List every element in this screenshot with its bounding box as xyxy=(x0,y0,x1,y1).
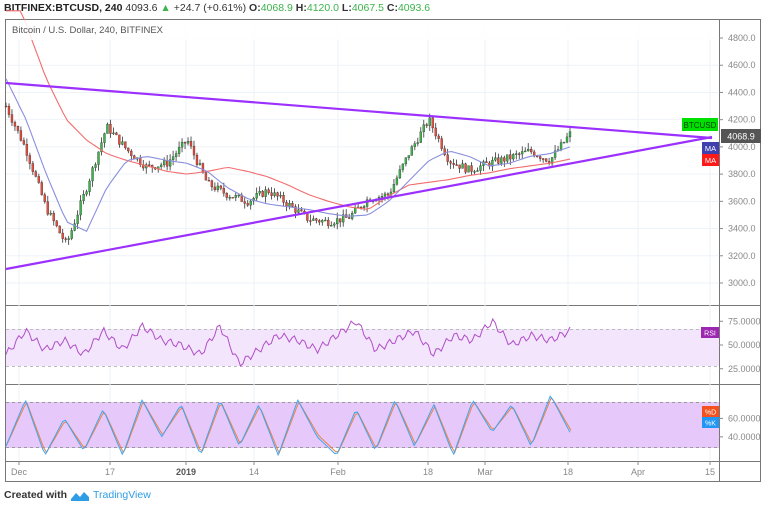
svg-text:25.0000: 25.0000 xyxy=(728,364,761,374)
svg-text:50.0000: 50.0000 xyxy=(728,340,761,350)
svg-text:3600.0: 3600.0 xyxy=(728,196,756,206)
high-value: 4120.0 xyxy=(306,2,339,14)
btcusd-badge: BTCUSD xyxy=(682,118,718,131)
svg-text:60.0000: 60.0000 xyxy=(728,413,761,423)
svg-text:3000.0: 3000.0 xyxy=(728,278,756,288)
gridlines xyxy=(6,20,719,460)
svg-text:17: 17 xyxy=(105,467,115,477)
ma-slow-badge-label: MA xyxy=(705,156,716,165)
close-value: 4093.6 xyxy=(397,2,431,14)
svg-text:4200.0: 4200.0 xyxy=(728,115,756,125)
stoch-k-line xyxy=(5,395,571,457)
up-arrow-icon: ▲ xyxy=(160,2,171,14)
last-price-label: 4068.9 xyxy=(727,132,755,142)
open-label: O: xyxy=(249,2,261,14)
svg-text:4000.0: 4000.0 xyxy=(728,142,756,152)
legend-title: Bitcoin / U.S. Dollar, 240, BITFINEX xyxy=(12,25,164,36)
stoch-k-badge-label: %K xyxy=(705,421,716,428)
svg-text:18: 18 xyxy=(563,467,573,477)
chart-frame xyxy=(5,19,761,482)
btcusd-badge-label: BTCUSD xyxy=(684,121,717,130)
svg-text:4600.0: 4600.0 xyxy=(728,60,756,70)
svg-text:18: 18 xyxy=(423,467,433,477)
symbol-header: BITFINEX:BTCUSD, 240 4093.6 ▲ +24.7 (+0.… xyxy=(4,2,430,14)
svg-text:Dec: Dec xyxy=(11,467,28,477)
legend-bg xyxy=(6,20,719,40)
time-axis[interactable]: Dec 17 2019 14 Feb 18 Mar 18 Apr 15 xyxy=(11,461,715,477)
svg-text:Mar: Mar xyxy=(477,467,493,477)
footer: Created with TradingView xyxy=(4,489,151,501)
support-trendline[interactable] xyxy=(5,135,713,271)
ma-fast-badge-label: MA xyxy=(705,144,716,153)
rsi-line xyxy=(5,317,571,367)
resistance-trendline[interactable] xyxy=(5,81,713,140)
rsi-band xyxy=(6,329,719,366)
svg-text:14: 14 xyxy=(249,467,259,477)
svg-text:40.0000: 40.0000 xyxy=(728,432,761,442)
svg-text:3800.0: 3800.0 xyxy=(728,169,756,179)
tradingview-link[interactable]: TradingView xyxy=(93,489,151,501)
price-axis[interactable]: 3000.0 3200.0 3400.0 3600.0 3800.0 4000.0 4200… xyxy=(719,33,756,288)
price-change: +24.7 (+0.61%) xyxy=(173,2,247,14)
open-value: 4068.9 xyxy=(260,2,293,14)
ma-fast-line xyxy=(5,78,571,233)
symbol-label: BITFINEX:BTCUSD, 240 xyxy=(4,2,123,14)
low-value: 4067.5 xyxy=(351,2,384,14)
svg-text:4400.0: 4400.0 xyxy=(728,87,756,97)
rsi-badge: RSI xyxy=(701,327,719,338)
svg-text:Feb: Feb xyxy=(330,467,346,477)
stoch-d-badge: %D xyxy=(702,406,719,417)
svg-text:75.0000: 75.0000 xyxy=(728,316,761,326)
svg-text:3400.0: 3400.0 xyxy=(728,224,756,234)
last-price: 4093.6 xyxy=(125,2,158,14)
svg-text:2019: 2019 xyxy=(176,467,196,477)
svg-text:4800.0: 4800.0 xyxy=(728,33,756,43)
close-label: C: xyxy=(386,2,398,14)
svg-text:15: 15 xyxy=(705,467,715,477)
stoch-k-badge: %K xyxy=(702,417,719,428)
svg-text:Apr: Apr xyxy=(631,467,645,477)
low-label: L: xyxy=(341,2,352,14)
stoch-band xyxy=(6,402,719,448)
ma-slow-badge: MA xyxy=(702,154,719,166)
ma-slow-line xyxy=(6,10,571,210)
candlesticks xyxy=(4,102,572,245)
rsi-badge-label: RSI xyxy=(704,331,716,338)
svg-text:3200.0: 3200.0 xyxy=(728,251,756,261)
tradingview-logo-icon xyxy=(71,491,90,501)
stoch-d-badge-label: %D xyxy=(705,410,716,417)
ma-fast-badge: MA xyxy=(702,142,719,154)
high-label: H: xyxy=(295,2,307,14)
last-price-badge: 4068.9 xyxy=(721,129,761,143)
created-with-label: Created with xyxy=(4,489,68,501)
rsi-axis: 75.0000 50.0000 25.0000 60.0000 40.0000 xyxy=(719,316,761,442)
